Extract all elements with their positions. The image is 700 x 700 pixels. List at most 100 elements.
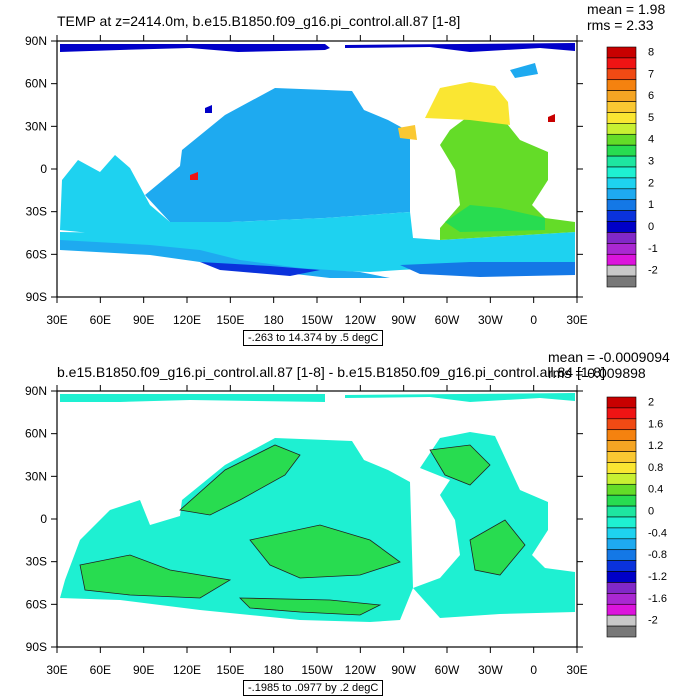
panel2-colorbar-swatch xyxy=(606,516,637,529)
panel2-colorbar-swatch xyxy=(606,396,637,409)
okhotsk-patch xyxy=(205,105,212,113)
positive-anomaly-patch xyxy=(179,444,301,516)
panel1-colorbar-label: 2 xyxy=(648,177,654,189)
arctic-ocean-region xyxy=(60,44,330,52)
panel1-ytick-label: 60N xyxy=(25,77,47,91)
nordic-seas-patch xyxy=(510,63,538,78)
positive-anomaly-patch xyxy=(79,554,232,599)
panel2-xtick-label: 30E xyxy=(566,663,587,677)
panel2-xtick-label: 120E xyxy=(173,663,201,677)
panel2-colorbar-label: 1.6 xyxy=(648,418,663,430)
panel2-ytick-label: 30S xyxy=(26,555,47,569)
panel2-colorbar-label: 0.8 xyxy=(648,462,663,474)
southern-ocean-band xyxy=(60,240,390,278)
panel1-xtick-label: 60W xyxy=(435,313,460,327)
panel2-colorbar-swatch xyxy=(606,462,637,474)
panel1-colorbar-swatch xyxy=(606,133,637,146)
panel1-rms: rms = 2.33 xyxy=(587,17,654,33)
panel1-ytick-label: 30S xyxy=(26,205,47,219)
panel1-colorbar-label: 0 xyxy=(648,221,654,233)
panel1-colorbar-label: 4 xyxy=(648,134,654,146)
panel1-colorbar-swatch xyxy=(606,90,637,102)
arctic-ocean-region xyxy=(345,393,575,402)
panel2-xtick-label: 60W xyxy=(435,663,460,677)
panel2-colorbar-label: 0.4 xyxy=(648,484,663,496)
panel1-colorbar-swatch xyxy=(606,221,637,233)
panel2-xtick-label: 150W xyxy=(301,663,333,677)
panel1-colorbar-label: 7 xyxy=(648,68,654,80)
panel1-colorbar-swatch xyxy=(606,166,637,179)
panel1-colorbar-swatch xyxy=(606,210,637,222)
panel2-xtick-label: 30W xyxy=(478,663,503,677)
panel2-xtick-label: 180 xyxy=(264,663,284,677)
panel2-colorbar-label: 0 xyxy=(648,506,654,518)
panel1-colorbar-swatch xyxy=(606,232,637,244)
atlantic-south-region xyxy=(445,205,545,232)
arctic-ocean-region xyxy=(345,43,575,52)
panel2-colorbar-label: -1.2 xyxy=(648,571,667,583)
panel1-colorbar-swatch xyxy=(606,253,637,266)
panel2-xtick-label: 60E xyxy=(90,663,111,677)
panel2-xtick-label: 30E xyxy=(46,663,67,677)
panel2-ytick-label: 90S xyxy=(26,640,47,654)
panel2-colorbar-label: -0.4 xyxy=(648,527,667,539)
panel2-colorbar-swatch xyxy=(606,593,637,605)
panel2-mean: mean = -0.0009094 xyxy=(548,349,670,365)
panel1-colorbar-swatch xyxy=(606,264,637,277)
panel2-colorbar-swatch xyxy=(606,625,637,638)
positive-anomaly-patch xyxy=(469,519,526,576)
panel1-xtick-label: 30E xyxy=(46,313,67,327)
warm-pool-patch xyxy=(190,172,198,180)
panel1-xtick-label: 90E xyxy=(133,313,154,327)
panel2-colorbar-swatch xyxy=(606,451,637,463)
panel1-xtick-label: 180 xyxy=(264,313,284,327)
panel2-colorbar-swatch xyxy=(606,614,637,627)
panel1-colorbar-label: 8 xyxy=(648,46,654,58)
panel2-map: 30E 60E 90E 120E 150E 180 150W 120W 90W 60W 30W 0 30… xyxy=(25,384,667,677)
antarctic-shelf-region xyxy=(200,262,320,276)
panel2-colorbar-swatch xyxy=(606,582,637,594)
panel2-xtick-label: 0 xyxy=(530,663,537,677)
panel2-colorbar-swatch xyxy=(606,505,637,518)
panel1-colorbar-swatch xyxy=(606,68,637,81)
panel2-colorbar-swatch xyxy=(606,527,637,540)
panel1-title: TEMP at z=2414.0m, b.e15.B1850.f09_g16.p… xyxy=(57,13,461,29)
panel2-colorbar-label: -1.6 xyxy=(648,593,667,605)
panel1-mean: mean = 1.98 xyxy=(587,1,666,17)
indian-ocean-region xyxy=(60,155,413,240)
panel1-colorbar-swatch xyxy=(606,243,637,255)
panel1-colorbar-label: 3 xyxy=(648,156,654,168)
panel2-ytick-label: 30N xyxy=(25,469,47,483)
panel2-colorbar-label: 2 xyxy=(648,396,654,408)
subpolar-north-atlantic-region xyxy=(425,82,510,125)
panel2-colorbar-swatch xyxy=(606,473,637,485)
panel2-colorbar-swatch xyxy=(606,549,637,561)
panel2-colorbar-swatch xyxy=(606,560,637,572)
pacific-ocean-region xyxy=(145,88,410,222)
panel1-ytick-label: 90N xyxy=(25,34,47,48)
panel1-ytick-label: 0 xyxy=(40,162,47,176)
panel2-xtick-label: 120W xyxy=(345,663,377,677)
panel2-ytick-label: 60S xyxy=(26,597,47,611)
panel1-colorbar-swatch xyxy=(606,275,637,288)
panel1-colorbar-swatch xyxy=(606,46,637,59)
panel1-ytick-label: 90S xyxy=(26,290,47,304)
panel1-colorbar-swatch xyxy=(606,177,637,190)
panel1-xtick-label: 120W xyxy=(345,313,377,327)
panel2-ytick-label: 0 xyxy=(40,512,47,526)
panel1-xtick-label: 120E xyxy=(173,313,201,327)
panel2-colorbar-swatch xyxy=(606,494,637,507)
panel2-colorbar-swatch xyxy=(606,407,637,420)
panel2-colorbar-swatch xyxy=(606,429,637,441)
panel1-map: 30E 60E 90E 120E 150E 180 150W 120W 90W 60W 30W 0 30… xyxy=(25,34,658,327)
panel1-xtick-label: 0 xyxy=(530,313,537,327)
panel1-colorbar-swatch xyxy=(606,112,637,124)
weddell-region xyxy=(400,262,575,277)
panel1-xtick-label: 90W xyxy=(391,313,416,327)
panel1-colorbar-swatch xyxy=(606,123,637,135)
panel2-colorbar-swatch xyxy=(606,440,637,452)
southern-ocean-region xyxy=(60,232,575,272)
panel2-rms: rms = 0.009898 xyxy=(548,365,646,381)
panel2-colorbar-label: -0.8 xyxy=(648,549,667,561)
panel2-ytick-label: 90N xyxy=(25,384,47,398)
